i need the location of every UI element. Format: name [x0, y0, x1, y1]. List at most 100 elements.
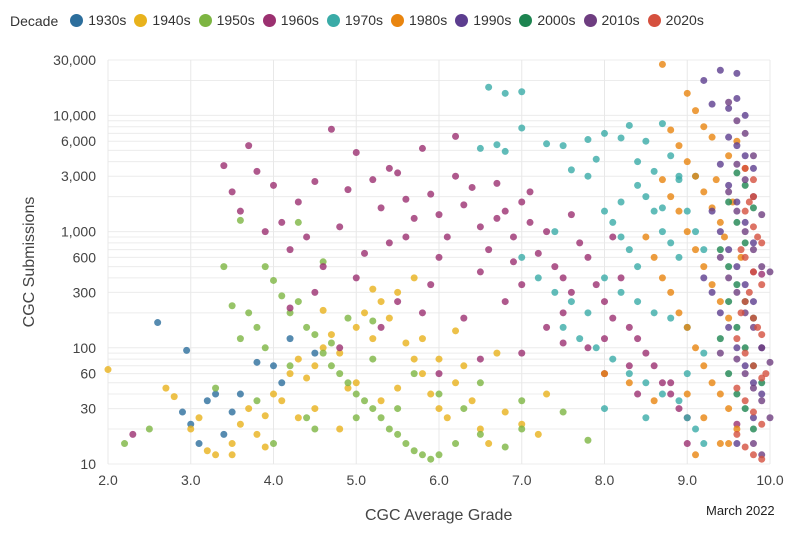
data-point [683, 323, 691, 331]
data-point [725, 405, 733, 413]
data-point [675, 142, 683, 150]
data-point [352, 379, 360, 387]
date-footnote: March 2022 [706, 503, 775, 518]
data-point [294, 198, 302, 206]
data-point [518, 198, 526, 206]
data-point [236, 207, 244, 215]
data-point [344, 379, 352, 387]
data-point [551, 288, 559, 296]
data-point [733, 160, 741, 168]
data-point [236, 216, 244, 224]
data-point [625, 362, 633, 370]
legend-item-1960s[interactable]: 1960s [262, 12, 319, 28]
data-point [270, 362, 277, 370]
legend-item-1970s[interactable]: 1970s [326, 12, 383, 28]
data-point [725, 98, 733, 106]
data-point [733, 288, 741, 296]
legend-item-1940s[interactable]: 1940s [134, 12, 191, 28]
data-point [749, 379, 757, 387]
data-point [476, 379, 484, 387]
data-point [435, 211, 443, 219]
data-point [766, 268, 774, 276]
data-point [493, 141, 501, 149]
legend-item-2010s[interactable]: 2010s [583, 12, 640, 28]
data-point [344, 384, 352, 392]
legend-item-2000s[interactable]: 2000s [519, 12, 576, 28]
data-point [493, 349, 501, 357]
data-point [344, 314, 352, 322]
data-point [708, 100, 716, 108]
data-point [460, 405, 468, 413]
data-point [518, 253, 526, 261]
data-point [418, 335, 426, 343]
legend-item-1950s[interactable]: 1950s [198, 12, 255, 28]
data-point [733, 335, 741, 343]
data-point [741, 111, 749, 119]
data-point [286, 362, 294, 370]
data-point [261, 228, 269, 236]
data-point [418, 451, 426, 459]
data-point [286, 370, 294, 378]
data-point [720, 233, 728, 241]
legend-item-1930s[interactable]: 1930s [70, 12, 126, 28]
data-point [658, 379, 666, 387]
data-point [228, 408, 236, 416]
data-point [145, 425, 153, 433]
data-point [741, 228, 749, 236]
y-axis-title: CGC Submissions [21, 196, 38, 328]
data-point [758, 379, 766, 387]
data-point [203, 397, 211, 405]
data-point [650, 362, 658, 370]
legend-item-2020s[interactable]: 2020s [647, 12, 704, 28]
data-point [576, 335, 584, 343]
data-point [501, 147, 509, 155]
data-point [692, 228, 700, 236]
data-point [733, 207, 741, 215]
legend-title: Decade [10, 13, 59, 29]
legend-item-1980s[interactable]: 1980s [391, 12, 447, 28]
legend-swatch [519, 13, 533, 27]
data-point [692, 425, 700, 433]
data-point [361, 249, 369, 257]
data-point [559, 142, 567, 150]
data-point [625, 323, 633, 331]
data-point [311, 288, 319, 296]
data-point [220, 430, 228, 438]
data-point [725, 104, 733, 112]
data-point [220, 162, 228, 170]
y-tick-label: 1,000 [61, 224, 96, 240]
data-point [452, 327, 460, 335]
data-point [733, 198, 741, 206]
data-point [716, 218, 724, 226]
data-point [270, 390, 277, 398]
data-point [361, 309, 369, 317]
data-point [634, 181, 642, 189]
data-point [716, 335, 724, 343]
data-point [749, 440, 757, 448]
data-point [617, 274, 625, 282]
y-tick-label: 30,000 [53, 52, 96, 68]
data-point [667, 288, 675, 296]
data-point [737, 309, 745, 317]
data-point [228, 302, 236, 310]
data-point [675, 176, 683, 184]
data-point [402, 339, 410, 347]
y-tick-label: 10,000 [53, 107, 96, 123]
data-point [121, 440, 129, 448]
data-point [311, 349, 319, 357]
data-point [716, 66, 724, 74]
data-point [642, 349, 650, 357]
data-point [228, 188, 236, 196]
data-point [336, 349, 344, 357]
data-point [758, 211, 766, 219]
data-point [460, 362, 468, 370]
data-point [303, 374, 311, 382]
data-point [749, 223, 757, 231]
data-point [683, 370, 691, 378]
legend-item-1990s[interactable]: 1990s [455, 12, 511, 28]
data-point [741, 405, 749, 413]
data-point [733, 169, 741, 177]
y-tick-label: 3,000 [61, 168, 96, 184]
data-point [178, 408, 186, 416]
